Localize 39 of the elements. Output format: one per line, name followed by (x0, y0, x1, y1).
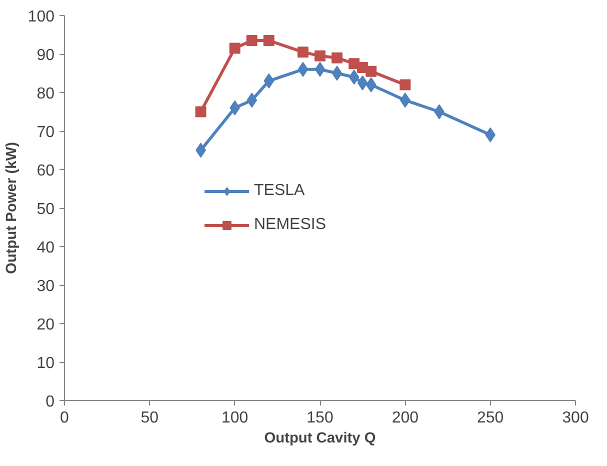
point (366, 66, 377, 77)
x-tick-label: 50 (140, 410, 159, 426)
point (357, 75, 368, 90)
point (229, 42, 240, 54)
point (400, 79, 411, 90)
point (348, 70, 360, 85)
point (297, 46, 308, 58)
point (314, 62, 326, 77)
y-tick-label: 50 (36, 201, 55, 218)
y-tick-label: 30 (36, 278, 55, 295)
x-tick-label: 300 (562, 410, 589, 426)
point (195, 106, 206, 118)
y-tick-label: 10 (36, 355, 55, 372)
point (366, 77, 376, 92)
x-axis-title: Output Cavity Q (264, 430, 376, 446)
point (246, 92, 258, 108)
point (246, 35, 258, 46)
legend-label: NEMESIS (254, 216, 326, 234)
x-tick-label: 200 (392, 410, 419, 426)
point (264, 73, 274, 88)
y-tick-label: 100 (28, 8, 55, 26)
x-tick-label: 0 (60, 410, 70, 426)
x-tick-label: 100 (221, 410, 248, 426)
y-tick-label: 40 (36, 240, 55, 256)
x-tick-label: 150 (306, 410, 334, 426)
x-tick-label: 250 (476, 410, 504, 426)
y-tick-label: 90 (36, 47, 55, 64)
legend-label: TESLA (254, 182, 305, 200)
y-tick-label: 70 (36, 124, 55, 141)
y-axis-title: Output Power (kW) (4, 142, 20, 274)
y-tick-label: 0 (46, 394, 55, 410)
point (314, 50, 326, 62)
point (332, 66, 342, 81)
y-tick-label: 80 (36, 86, 55, 102)
y-tick-label: 20 (36, 316, 55, 334)
y-tick-label: 60 (36, 162, 55, 180)
point (298, 62, 308, 77)
point (332, 52, 343, 64)
point (263, 35, 274, 46)
